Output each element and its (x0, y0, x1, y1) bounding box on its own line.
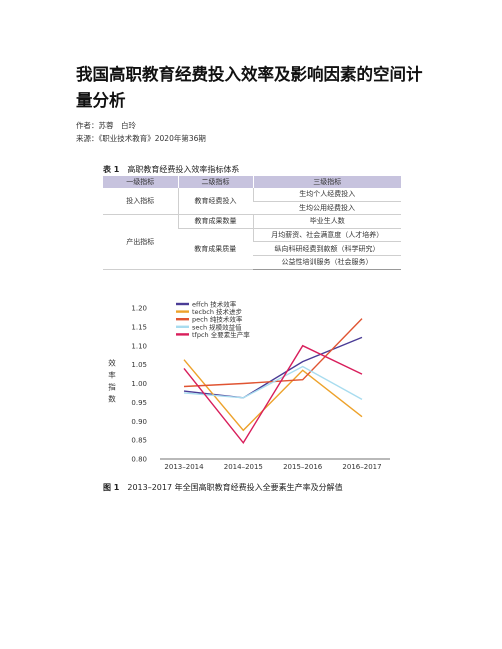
y-tick-label: 0.90 (131, 418, 147, 426)
indicator-table: 一级指标 二级指标 三级指标 投入指标 教育经费投入 生均个人经费投入 生均公用… (103, 176, 401, 270)
x-tick-label: 2015–2016 (283, 463, 323, 471)
y-tick-label: 1.00 (131, 380, 147, 388)
figure-caption: 图 1 2013–2017 年全国高职教育经费投入全要素生产率及分解值 (103, 482, 343, 493)
article-title: 我国高职教育经费投入效率及影响因素的空间计量分析 (76, 65, 423, 110)
y-tick-label: 1.15 (131, 323, 147, 331)
legend-label: pech 纯技术效率 (192, 315, 243, 324)
level2-cell: 教育成果质量 (178, 228, 253, 270)
level1-cell: 投入指标 (103, 188, 178, 216)
y-axis-label-char: 数 (108, 394, 116, 404)
x-tick-label: 2016–2017 (342, 463, 381, 471)
y-axis-label-char: 指 (108, 382, 116, 392)
article-source: 来源：《职业技术教育》2020年第36期 (76, 134, 206, 143)
level3-cell: 毕业生人数 (252, 214, 401, 229)
y-tick-label: 1.10 (131, 342, 147, 350)
table-caption-text: 高职教育经费投入效率指标体系 (127, 165, 240, 174)
y-tick-label: 0.95 (131, 399, 147, 407)
series-line (183, 365, 363, 401)
level2-cell: 教育成果数量 (177, 214, 253, 229)
level3-cell: 公益性培训服务（社会服务） (253, 255, 401, 270)
table-number: 表 1 (103, 165, 120, 174)
table-caption: 表 1 高职教育经费投入效率指标体系 (103, 164, 239, 175)
legend-swatch (176, 302, 189, 306)
y-tick-label: 0.80 (131, 456, 147, 464)
series-line (183, 344, 363, 445)
table-header: 二级指标 (177, 176, 253, 188)
table-header: 一级指标 (103, 176, 178, 188)
y-axis-label-char: 效 (108, 358, 116, 368)
legend-swatch (176, 333, 189, 336)
legend-label: effch 技术效率 (192, 300, 237, 309)
table-header: 三级指标 (252, 176, 401, 188)
x-tick-label: 2013–2014 (164, 463, 204, 471)
y-tick-label: 1.20 (131, 305, 147, 313)
figure-caption-text: 2013–2017 年全国高职教育经费投入全要素生产率及分解值 (127, 483, 343, 492)
y-tick-label: 1.05 (131, 361, 147, 369)
level1-cell: 产出指标 (103, 214, 178, 270)
legend-label: tfpch 全要素生产率 (192, 330, 250, 339)
level3-cell: 生均个人经费投入 (252, 188, 401, 202)
level3-cell: 生均公用经费投入 (253, 201, 401, 216)
level3-cell: 纵向科研经费到款额（科学研究） (253, 241, 401, 256)
legend-swatch (176, 310, 189, 313)
legend-swatch (176, 318, 189, 321)
figure-number: 图 1 (103, 483, 120, 492)
article-authors: 作者：苏蓉 白玲 (76, 121, 136, 130)
level3-cell: 月均薪资、社会满意度（人才培养） (252, 228, 401, 243)
legend-label: sech 规模效益值 (192, 322, 242, 331)
legend-swatch (176, 325, 189, 328)
level2-cell: 教育经费投入 (177, 188, 253, 216)
legend-label: tecbch 技术进步 (192, 307, 243, 316)
y-axis-label-char: 率 (108, 370, 116, 380)
y-tick-label: 0.85 (131, 437, 147, 445)
x-tick-label: 2014–2015 (224, 463, 263, 471)
